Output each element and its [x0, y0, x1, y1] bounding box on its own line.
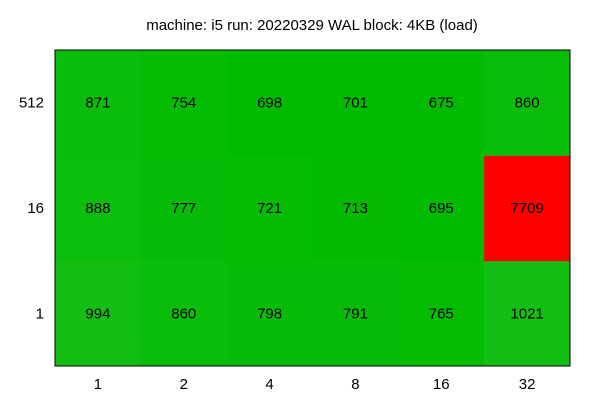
heatmap-cell: [312, 260, 399, 367]
heatmap-cell: [140, 260, 228, 367]
heatmap-cell: [484, 50, 571, 156]
x-tick-label: 8: [351, 376, 359, 393]
x-tick-label: 4: [265, 376, 273, 393]
heatmap-cell: [398, 260, 485, 367]
cell-value-label: 871: [85, 95, 110, 112]
cell-value-label: 675: [429, 95, 454, 112]
plot-frame: [54, 49, 571, 367]
heatmap-cell: [312, 155, 399, 262]
heatmap-cell: [398, 155, 485, 262]
chart-title: machine: i5 run: 20220329 WAL block: 4KB…: [146, 17, 478, 34]
cell-value-label: 7709: [510, 200, 543, 217]
heatmap-cell: [140, 155, 228, 262]
cell-value-label: 698: [257, 95, 282, 112]
heatmap-cell: [55, 260, 142, 367]
cell-value-label: 798: [257, 305, 282, 322]
heatmap-cell: [226, 260, 313, 367]
cell-value-label: 754: [171, 95, 196, 112]
x-tick-label: 16: [433, 376, 450, 393]
y-tick-label: 1: [36, 305, 44, 322]
heatmap-cell: [312, 50, 399, 156]
heatmap-cell: [226, 155, 313, 262]
heatmap-cell: [55, 50, 142, 156]
cell-value-label: 777: [171, 200, 196, 217]
cell-value-label: 765: [429, 305, 454, 322]
x-tick-label: 32: [519, 376, 536, 393]
y-tick-label: 512: [19, 95, 44, 112]
cell-value-label: 721: [257, 200, 282, 217]
y-tick-label: 16: [27, 200, 44, 217]
cell-value-label: 695: [429, 200, 454, 217]
heatmap-cell: [484, 155, 571, 262]
y-axis-ticks: 1 16 512: [19, 95, 44, 323]
heatmap-cell: [55, 155, 142, 262]
x-tick-label: 1: [94, 376, 102, 393]
heatmap-cell: [484, 260, 571, 367]
cell-value-labels: 994 860 798 791 765 1021 888 777 721 713 695 7709 87…: [85, 95, 543, 323]
heatmap-cell: [140, 50, 228, 156]
x-axis-ticks: 1 2 4 8 16 32: [94, 376, 536, 393]
cell-value-label: 994: [85, 305, 110, 322]
cell-value-label: 860: [515, 95, 540, 112]
x-tick-label: 2: [180, 376, 188, 393]
cell-value-label: 888: [85, 200, 110, 217]
heatmap-cell: [398, 50, 485, 156]
cell-value-label: 701: [343, 95, 368, 112]
cell-value-label: 1021: [510, 305, 543, 322]
cell-value-label: 860: [171, 305, 196, 322]
cell-value-label: 713: [343, 200, 368, 217]
cell-value-label: 791: [343, 305, 368, 322]
heatmap-cells: [55, 50, 571, 367]
heatmap-cell: [226, 50, 313, 156]
